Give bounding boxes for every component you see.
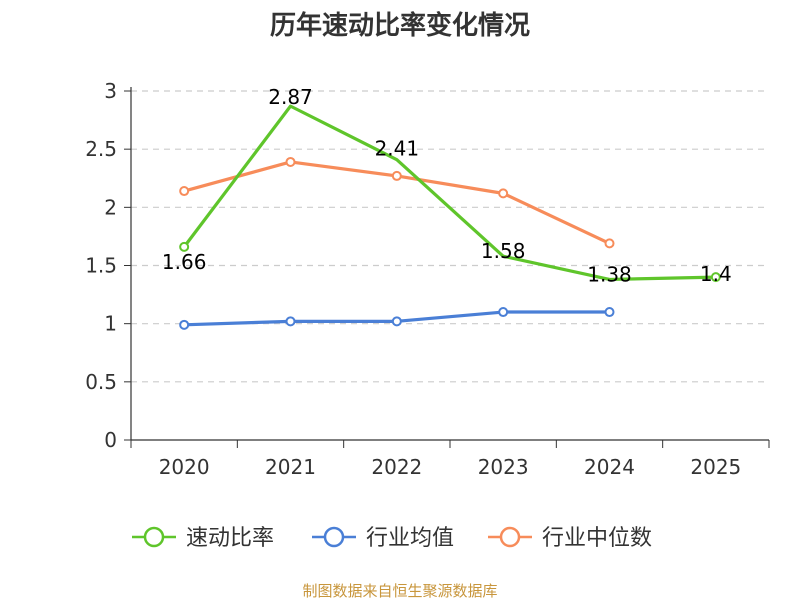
x-tick-label: 2023 (478, 455, 529, 479)
axes: 0 0.5 1 1.5 2 2.5 3 2020 2021 2022 2023 2024 2025 (85, 79, 770, 479)
data-point[interactable] (285, 316, 296, 327)
y-tick-label: 0 (104, 428, 117, 452)
data-label: 1.66 (162, 250, 207, 274)
data-labels: 1.66 2.87 2.41 1.58 1.38 1.4 (162, 85, 732, 286)
x-tick-label: 2021 (265, 455, 316, 479)
x-tick-label: 2025 (690, 455, 741, 479)
y-tick-label: 1.5 (85, 254, 117, 278)
legend-label: 行业中位数 (542, 526, 652, 551)
grid-lines (131, 90, 769, 383)
y-tick-label: 1 (104, 312, 117, 336)
legend[interactable]: 速动比率 行业均值 行业中位数 (132, 526, 652, 551)
data-point[interactable] (604, 238, 615, 249)
series-line (182, 104, 716, 282)
data-point[interactable] (498, 307, 509, 318)
y-tick-label: 2 (104, 195, 117, 219)
data-label: 1.58 (481, 239, 526, 263)
legend-item[interactable]: 行业均值 (312, 526, 454, 551)
legend-swatch-marker (323, 526, 345, 548)
data-label: 2.41 (375, 137, 420, 161)
legend-swatch-marker (143, 526, 165, 548)
data-point[interactable] (391, 316, 402, 327)
data-point[interactable] (604, 307, 615, 318)
legend-item[interactable]: 速动比率 (132, 526, 274, 551)
legend-item[interactable]: 行业中位数 (488, 526, 652, 551)
data-point[interactable] (179, 241, 190, 252)
legend-swatch-marker (499, 526, 521, 548)
x-tick-label: 2024 (584, 455, 635, 479)
y-tick-label: 3 (104, 79, 117, 103)
data-point[interactable] (179, 186, 190, 197)
chart-title: 历年速动比率变化情况 (270, 10, 530, 41)
x-tick-label: 2020 (159, 455, 210, 479)
data-point[interactable] (179, 319, 190, 330)
data-label: 2.87 (268, 85, 313, 109)
y-tick-label: 2.5 (85, 137, 117, 161)
data-label: 1.4 (700, 262, 732, 286)
legend-label: 行业均值 (366, 526, 454, 551)
series-lines (179, 104, 721, 330)
source-note: 制图数据来自恒生聚源数据库 (302, 582, 497, 600)
data-point[interactable] (285, 156, 296, 167)
x-tick-label: 2022 (371, 455, 422, 479)
data-point[interactable] (391, 170, 402, 181)
data-label: 1.38 (587, 262, 632, 286)
y-tick-label: 0.5 (85, 370, 117, 394)
data-point[interactable] (498, 188, 509, 199)
data-point[interactable] (710, 272, 721, 283)
legend-label: 速动比率 (186, 526, 274, 551)
